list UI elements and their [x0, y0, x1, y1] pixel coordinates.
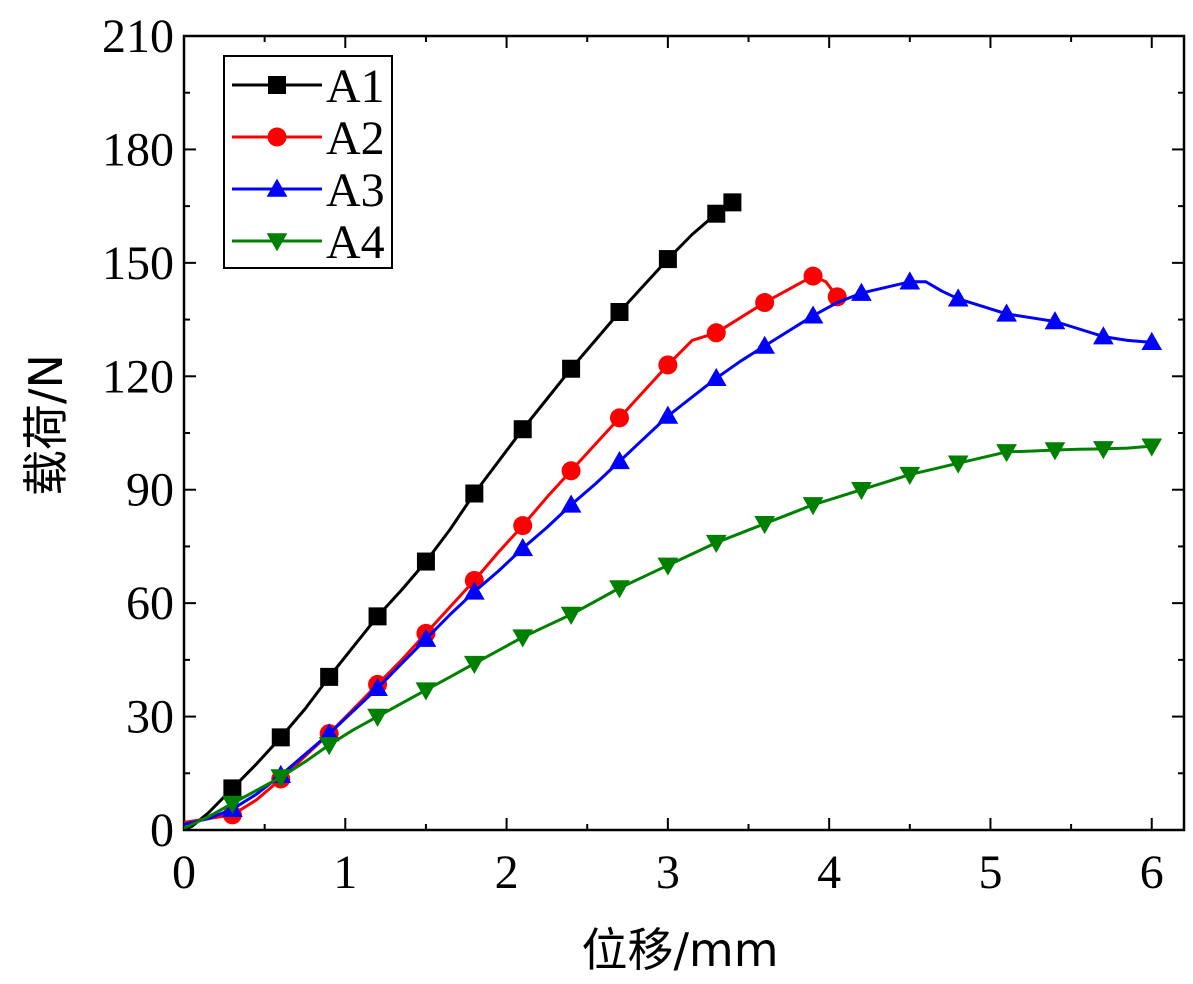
series-a3-point [1044, 311, 1066, 330]
series-a3 [184, 271, 1163, 826]
y-tick-label: 90 [126, 464, 174, 517]
series-a4-point [996, 444, 1017, 463]
series-a1-point [610, 303, 629, 322]
series-a1-point [271, 728, 290, 747]
series-a4-line [184, 444, 1152, 830]
x-tick-label: 1 [333, 846, 357, 899]
series-a3-point [318, 723, 340, 742]
legend-swatch-marker [267, 127, 287, 147]
series-a4-point [802, 497, 824, 516]
x-tick-label: 2 [495, 846, 519, 899]
y-tick-label: 180 [102, 123, 174, 176]
x-tick-label: 3 [656, 846, 680, 899]
legend-item-a2: A2 [232, 112, 385, 165]
series-a3-point [560, 494, 582, 513]
series-a4-point [415, 682, 437, 701]
legend-item-a4: A4 [232, 216, 385, 269]
legend-label: A4 [326, 216, 385, 269]
legend-box [223, 55, 393, 269]
series-a2-point [803, 266, 823, 286]
series-a1-point [658, 250, 677, 269]
series-a4-point [1141, 438, 1163, 457]
legend-swatch-marker [266, 233, 288, 252]
series-a3-point [754, 335, 775, 354]
series-a1-line [184, 201, 734, 830]
series-a2-point [755, 293, 775, 313]
series-a3-point [947, 288, 969, 307]
y-tick-label: 30 [126, 691, 174, 744]
legend-swatch-marker [266, 178, 288, 197]
series-a3-point [463, 581, 485, 600]
series-a4-point [270, 769, 292, 788]
series-a4-point [947, 455, 969, 474]
legend-label: A3 [326, 164, 385, 217]
series-a4-point [1044, 442, 1066, 461]
series-a4-point [657, 557, 679, 576]
y-tick-label: 210 [102, 10, 174, 63]
x-tick-label: 0 [172, 846, 196, 899]
series-a1-point [223, 779, 242, 798]
y-tick-label: 60 [126, 577, 174, 630]
series-a2-point [609, 408, 629, 428]
series-a4-point [560, 606, 582, 625]
series-a1-point [562, 359, 581, 378]
y-axis-title: 载荷/N [19, 354, 73, 496]
series-a3-point [657, 405, 679, 424]
x-axis-title: 位移/mm [581, 923, 778, 977]
y-tick-label: 0 [150, 804, 174, 857]
series-a1-point [465, 484, 484, 503]
legend-item-a1: A1 [232, 60, 385, 113]
series-a4-point [222, 795, 243, 814]
y-tick-label: 120 [102, 350, 174, 403]
series-a1-point [723, 193, 742, 212]
series-a2-point [658, 355, 678, 375]
series-a4-point [512, 629, 534, 648]
series-a4-point [463, 655, 485, 674]
legend-item-a3: A3 [232, 164, 385, 217]
series-a4-point [1093, 441, 1114, 460]
series-layer [184, 193, 1163, 830]
series-a3-point [851, 282, 872, 301]
series-a4-point [754, 515, 775, 535]
series-a3-point [415, 628, 437, 647]
series-a3-point [899, 271, 921, 290]
series-a2-point [513, 516, 533, 536]
series-a3-point [1093, 326, 1114, 345]
x-tick-label: 4 [817, 846, 841, 899]
series-a4-point [705, 534, 727, 553]
series-a3-point [996, 303, 1017, 322]
y-tick-label: 150 [102, 237, 174, 290]
series-a1-point [368, 607, 387, 626]
series-a3-line [184, 280, 1152, 826]
series-a4-point [609, 580, 630, 599]
series-a3-point [367, 677, 388, 696]
series-a4 [184, 438, 1163, 830]
series-a1-point [320, 667, 339, 686]
series-a3-point [802, 305, 824, 324]
series-a3-point [1141, 331, 1163, 351]
series-a1-point [707, 204, 726, 223]
series-a4-point [367, 708, 388, 727]
series-a3-point [705, 367, 727, 386]
series-a1-point [416, 552, 435, 571]
series-a2-point [706, 323, 726, 343]
series-a1 [184, 193, 742, 830]
x-tick-label: 6 [1140, 846, 1164, 899]
series-a2-point [464, 570, 484, 590]
legend-label: A2 [326, 112, 385, 165]
series-a3-point [609, 451, 630, 470]
series-a4-point [851, 481, 872, 501]
series-a4-point [899, 466, 921, 485]
series-a4-point [318, 737, 340, 756]
series-a2-point [561, 461, 581, 481]
legend-swatch-marker [268, 76, 286, 94]
legend-label: A1 [326, 60, 385, 113]
x-tick-label: 5 [978, 846, 1002, 899]
series-a3-point [512, 537, 534, 557]
series-a1-point [513, 420, 532, 439]
